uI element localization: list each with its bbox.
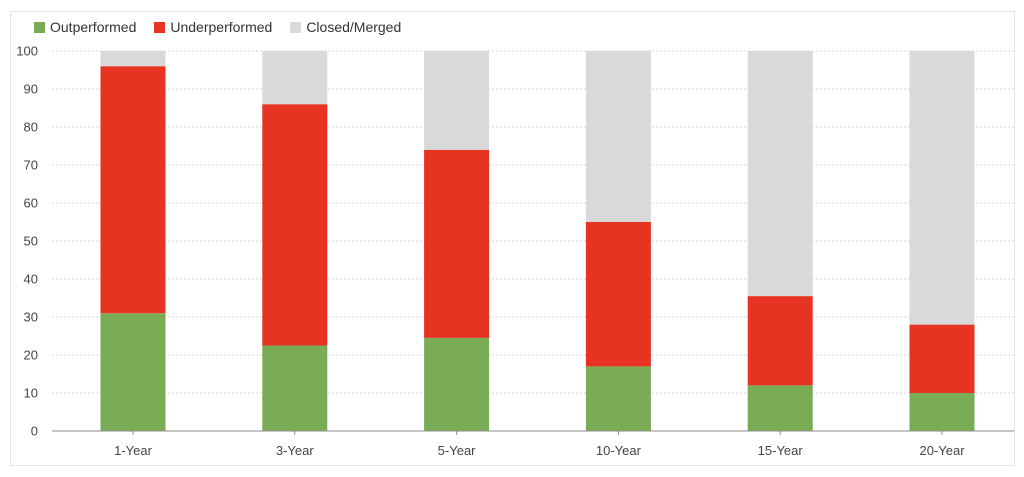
bar-closed-merged-1-year [100, 51, 166, 67]
bar-underperformed-3-year [262, 104, 328, 346]
y-tick-label-10: 10 [24, 386, 38, 401]
bar-closed-merged-20-year [909, 51, 975, 325]
y-tick-label-100: 100 [16, 44, 38, 59]
bar-outperformed-20-year [909, 393, 975, 431]
bar-closed-merged-10-year [585, 51, 651, 222]
legend-swatch-outperformed [34, 21, 45, 33]
x-tick-label-5-year: 5-Year [438, 443, 476, 458]
x-tick-label-1-year: 1-Year [114, 443, 152, 458]
bar-closed-merged-5-year [424, 51, 490, 150]
legend-item-closed-merged: Closed/Merged [290, 19, 401, 35]
bar-underperformed-10-year [585, 222, 651, 367]
y-tick-label-80: 80 [24, 120, 38, 135]
x-tick-label-15-year: 15-Year [758, 443, 804, 458]
y-tick-label-60: 60 [24, 196, 38, 211]
bar-underperformed-5-year [424, 149, 490, 338]
bar-outperformed-1-year [100, 313, 166, 431]
y-tick-label-0: 0 [31, 424, 38, 439]
legend-item-underperformed: Underperformed [154, 19, 272, 35]
gridlines [52, 50, 1014, 394]
bars [100, 51, 975, 431]
chart-frame [10, 11, 1015, 466]
y-tick-label-90: 90 [24, 82, 38, 97]
bar-underperformed-15-year [747, 296, 813, 386]
legend-swatch-closed-merged [290, 21, 302, 33]
y-tick-label-20: 20 [24, 348, 38, 363]
x-tick-label-10-year: 10-Year [596, 443, 642, 458]
legend-swatch-underperformed [154, 21, 166, 33]
axes: 0 10 20 30 40 50 60 70 80 90 100 1-Year 3-Year 5-Year… [16, 44, 1014, 458]
bar-closed-merged-15-year [747, 51, 813, 297]
legend-label-outperformed: Outperformed [50, 19, 137, 35]
bar-outperformed-15-year [747, 385, 813, 431]
x-tick-label-20-year: 20-Year [919, 443, 965, 458]
y-tick-label-70: 70 [24, 158, 38, 173]
y-tick-label-40: 40 [24, 272, 38, 287]
legend-item-outperformed: Outperformed [34, 19, 136, 35]
bar-closed-merged-3-year [262, 51, 328, 105]
bar-outperformed-3-year [262, 345, 328, 431]
bar-outperformed-10-year [585, 366, 651, 431]
legend: Outperformed Underperformed Closed/Merge… [34, 19, 419, 35]
y-tick-label-50: 50 [24, 234, 38, 249]
y-tick-label-30: 30 [24, 310, 38, 325]
bar-underperformed-20-year [909, 324, 975, 393]
x-tick-label-3-year: 3-Year [276, 443, 314, 458]
legend-label-underperformed: Underperformed [170, 19, 273, 35]
bar-outperformed-5-year [424, 337, 490, 431]
legend-label-closed-merged: Closed/Merged [306, 19, 402, 35]
bar-underperformed-1-year [100, 66, 166, 314]
